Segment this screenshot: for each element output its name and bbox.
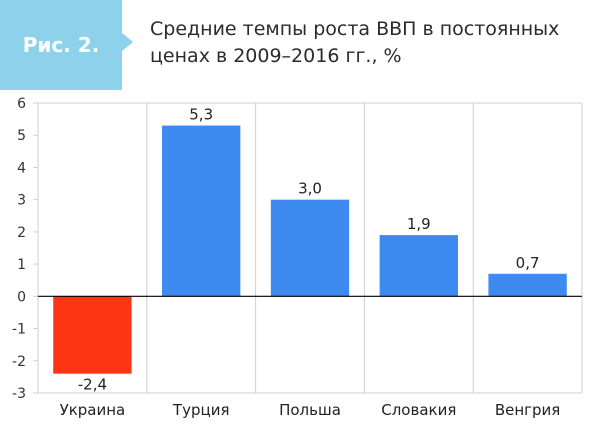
bar-value-label: 3,0 — [298, 180, 322, 198]
bar-1 — [53, 296, 132, 374]
y-tick-label: 4 — [17, 160, 26, 176]
badge-shape — [0, 0, 133, 90]
y-tick-label: 5 — [17, 128, 26, 144]
bar-2 — [162, 125, 241, 297]
chart-title: Средние темпы роста ВВП в постоянных цен… — [150, 18, 560, 67]
y-tick-label: -3 — [12, 386, 26, 402]
category-label: Венгрия — [495, 401, 561, 419]
y-tick-label: 3 — [17, 193, 26, 209]
category-label: Польша — [279, 401, 341, 419]
bar-value-label: 1,9 — [407, 215, 431, 233]
bar-value-label: 5,3 — [189, 106, 213, 124]
y-tick-label: 2 — [17, 225, 26, 241]
figure-label: Рис. 2. — [22, 33, 100, 57]
y-tick-label: 6 — [17, 96, 26, 112]
category-label: Словакия — [381, 401, 456, 419]
y-tick-label: -1 — [12, 322, 26, 338]
bar-value-label: -2,4 — [78, 376, 107, 394]
y-tick-label: 1 — [17, 257, 26, 273]
figure-badge: Рис. 2. — [0, 0, 135, 90]
bar-value-label: 0,7 — [516, 254, 540, 272]
bar-5 — [488, 273, 567, 297]
bar-4 — [379, 235, 458, 297]
category-label: Турция — [172, 401, 230, 419]
y-tick-label: -2 — [12, 354, 26, 370]
bar-3 — [270, 199, 350, 297]
category-label: Украина — [60, 401, 126, 419]
y-tick-label: 0 — [17, 289, 26, 305]
